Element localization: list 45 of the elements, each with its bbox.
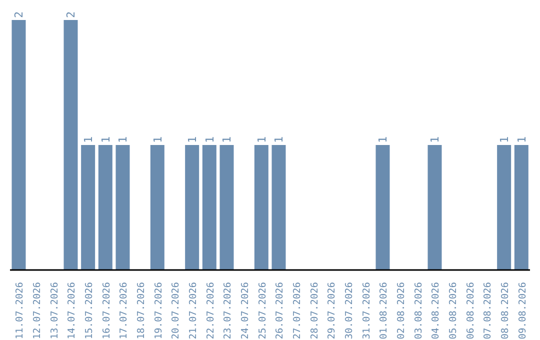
x-tick-label: 11.07.2026: [14, 282, 26, 340]
x-tick-label: 16.07.2026: [101, 282, 112, 340]
data-label: 2: [12, 11, 26, 18]
data-label: 1: [428, 136, 442, 143]
x-tick-label: 04.08.2026: [430, 282, 442, 340]
x-tick-label: 09.08.2026: [517, 282, 528, 340]
x-tick-label: 26.07.2026: [274, 282, 286, 340]
x-tick-label: 07.08.2026: [482, 282, 494, 340]
x-tick-label: 14.07.2026: [66, 282, 78, 340]
x-tick-label: 17.07.2026: [118, 282, 130, 340]
x-tick-label: 06.08.2026: [465, 282, 476, 340]
x-tick-label: 31.07.2026: [361, 282, 372, 340]
data-label: 2: [64, 11, 78, 18]
x-tick-label: 25.07.2026: [257, 282, 268, 340]
data-label: 1: [515, 136, 528, 143]
x-tick-label: 08.08.2026: [500, 282, 511, 340]
data-label: 1: [99, 136, 112, 143]
x-tick-label: 15.07.2026: [84, 282, 95, 340]
x-tick-label: 01.08.2026: [378, 282, 390, 340]
data-label: 1: [82, 136, 96, 143]
x-tick-label: 29.07.2026: [326, 282, 338, 340]
data-label: 1: [186, 136, 200, 143]
data-label: 1: [220, 136, 234, 143]
x-tick-label: 05.08.2026: [448, 282, 459, 340]
x-tick-label: 02.08.2026: [396, 282, 407, 340]
x-tick-label: 24.07.2026: [240, 282, 251, 340]
data-label: 1: [498, 136, 512, 143]
data-label: 1: [376, 136, 390, 143]
x-tick-label: 18.07.2026: [136, 282, 147, 340]
x-tick-label: 28.07.2026: [309, 282, 320, 340]
x-tick-label: 03.08.2026: [413, 282, 424, 340]
data-label: 1: [116, 136, 130, 143]
data-label: 1: [272, 136, 286, 143]
x-tick-label: 27.07.2026: [292, 282, 303, 340]
data-label: 1: [255, 136, 268, 143]
x-tick-label: 22.07.2026: [205, 282, 216, 340]
x-tick-label: 13.07.2026: [49, 282, 60, 340]
x-tick-label: 21.07.2026: [188, 282, 199, 340]
x-tick-label: 20.07.2026: [170, 282, 182, 340]
x-tick-label: 23.07.2026: [222, 282, 234, 340]
x-tick-label: 30.07.2026: [344, 282, 355, 340]
x-tick-label: 19.07.2026: [153, 282, 164, 340]
data-label: 1: [203, 136, 216, 143]
x-tick-label: 12.07.2026: [32, 282, 43, 340]
data-label: 1: [151, 136, 164, 143]
